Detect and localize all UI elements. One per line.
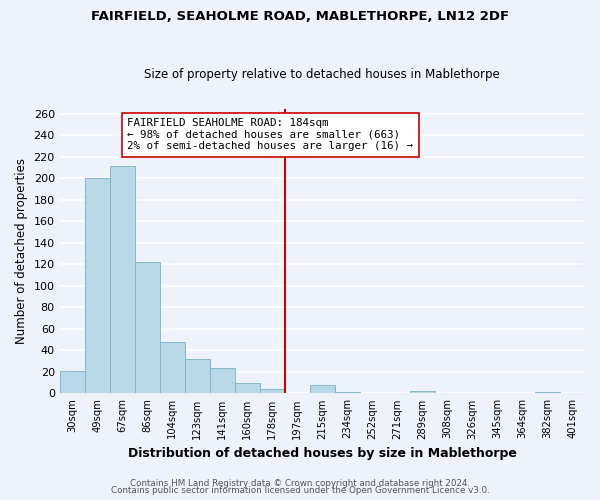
Bar — [535, 392, 560, 394]
X-axis label: Distribution of detached houses by size in Mablethorpe: Distribution of detached houses by size … — [128, 447, 517, 460]
Bar — [110, 166, 135, 394]
Bar — [310, 385, 335, 394]
Text: Contains public sector information licensed under the Open Government Licence v3: Contains public sector information licen… — [110, 486, 490, 495]
Text: Contains HM Land Registry data © Crown copyright and database right 2024.: Contains HM Land Registry data © Crown c… — [130, 478, 470, 488]
Bar — [335, 392, 360, 394]
Bar — [160, 342, 185, 394]
Text: FAIRFIELD, SEAHOLME ROAD, MABLETHORPE, LN12 2DF: FAIRFIELD, SEAHOLME ROAD, MABLETHORPE, L… — [91, 10, 509, 23]
Title: Size of property relative to detached houses in Mablethorpe: Size of property relative to detached ho… — [145, 68, 500, 81]
Bar — [210, 368, 235, 394]
Bar — [410, 392, 435, 394]
Bar — [185, 359, 210, 394]
Bar — [235, 382, 260, 394]
Bar — [260, 389, 285, 394]
Bar — [59, 371, 85, 394]
Bar — [135, 262, 160, 394]
Text: FAIRFIELD SEAHOLME ROAD: 184sqm
← 98% of detached houses are smaller (663)
2% of: FAIRFIELD SEAHOLME ROAD: 184sqm ← 98% of… — [127, 118, 413, 152]
Bar — [85, 178, 110, 394]
Y-axis label: Number of detached properties: Number of detached properties — [15, 158, 28, 344]
